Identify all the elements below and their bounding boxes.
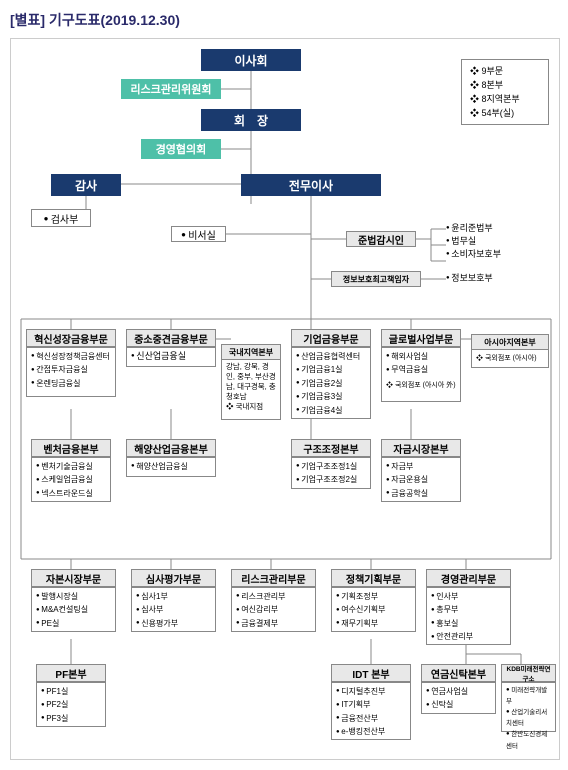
- r3c1-body: 발행시장실M&A컨설팅실PE실: [31, 587, 116, 632]
- node-board: 이사회: [201, 49, 301, 71]
- r1c2b-body: 강남, 강북, 경인, 중부, 부산경남, 대구경북, 충청호남 ❖ 국내지점: [221, 360, 281, 420]
- r4c1-head: PF본부: [36, 664, 106, 682]
- r4c6-body: 미래전략개발부산업기술리서치센터한반도신경제센터: [501, 682, 556, 732]
- r3c2-body: 심사1부심사부신용평가부: [131, 587, 216, 632]
- r1c4-body: 해외사업실무역금융실 ❖ 국외점포 (아시아 外): [381, 347, 461, 402]
- connector-lines: [11, 39, 559, 759]
- node-risk-committee: 리스크관리위원회: [121, 79, 221, 99]
- r2c1-head: 벤처금융본부: [31, 439, 111, 457]
- r1c4-head: 글로벌사업부문: [381, 329, 461, 347]
- r4c4-head: IDT 본부: [331, 664, 411, 682]
- r1c1-body: 혁신성장정책금융센터간접투자금융실온렌딩금융실: [26, 347, 116, 397]
- r4c5-body: 연금사업실신탁실: [421, 682, 496, 714]
- node-secretary: ● 비서실: [171, 226, 226, 242]
- cpo-items: 정보보호부: [446, 272, 493, 285]
- r1c2b-head: 국내지역본부: [221, 344, 281, 360]
- r2c1-body: 벤처기술금융실스케일업금융실넥스트라운드실: [31, 457, 111, 502]
- r3c5-body: 인사부총무부홍보실안전관리부: [426, 587, 511, 645]
- r2c4-body: 자금부자금운용실금융공학실: [381, 457, 461, 502]
- r3c2-head: 심사평가부문: [131, 569, 216, 587]
- r2c3-body: 기업구조조정1실기업구조조정2실: [291, 457, 371, 489]
- r2c4-head: 자금시장본부: [381, 439, 461, 457]
- r1c4b-body: ❖ 국외점포 (아시아): [471, 350, 549, 368]
- r1c3-head: 기업금융부문: [291, 329, 371, 347]
- node-chairman: 회 장: [201, 109, 301, 131]
- r3c1-head: 자본시장부문: [31, 569, 116, 587]
- r3c4-head: 정책기획부문: [331, 569, 416, 587]
- node-compliance: 준법감시인: [346, 231, 416, 247]
- node-audit-dept: ● 검사부: [31, 209, 91, 227]
- r1c1-head: 혁신성장금융부문: [26, 329, 116, 347]
- r2c2-head: 해양산업금융본부: [126, 439, 216, 457]
- r1c2-body: 신산업금융실: [126, 347, 216, 367]
- node-exec-director: 전무이사: [241, 174, 381, 196]
- r3c3-body: 리스크관리부여신감리부금융결제부: [231, 587, 316, 632]
- r2c3-head: 구조조정본부: [291, 439, 371, 457]
- r1c2-head: 중소중견금융부문: [126, 329, 216, 347]
- r3c5-head: 경영관리부문: [426, 569, 511, 587]
- org-chart: 9부문 8본부 8지역본부 54부(실) 이사회 리스크관리위원회 회 장 경영…: [10, 38, 560, 760]
- r2c2-body: 해양산업금융실: [126, 457, 216, 477]
- node-cpo: 정보보호최고책임자: [331, 271, 421, 287]
- compliance-items: 윤리준법부 법무실 소비자보호부: [446, 222, 501, 261]
- r4c6-head: KDB미래전략연구소: [501, 664, 556, 682]
- node-auditor: 감사: [51, 174, 121, 196]
- node-mgmt-council: 경영협의회: [141, 139, 221, 159]
- page-title: [별표] 기구도표(2019.12.30): [10, 10, 568, 30]
- r1c3-body: 산업금융협력센터기업금융1실기업금융2실기업금융3실기업금융4실: [291, 347, 371, 419]
- r3c3-head: 리스크관리부문: [231, 569, 316, 587]
- r4c5-head: 연금신탁본부: [421, 664, 496, 682]
- r4c4-body: 디지털추진부IT기획부금융전산부e-뱅킹전산부: [331, 682, 411, 740]
- r4c1-body: PF1실PF2실PF3실: [36, 682, 106, 727]
- r1c4b-head: 아시아지역본부: [471, 334, 549, 350]
- r3c4-body: 기획조정부여수신기획부재무기획부: [331, 587, 416, 632]
- legend-box: 9부문 8본부 8지역본부 54부(실): [461, 59, 549, 125]
